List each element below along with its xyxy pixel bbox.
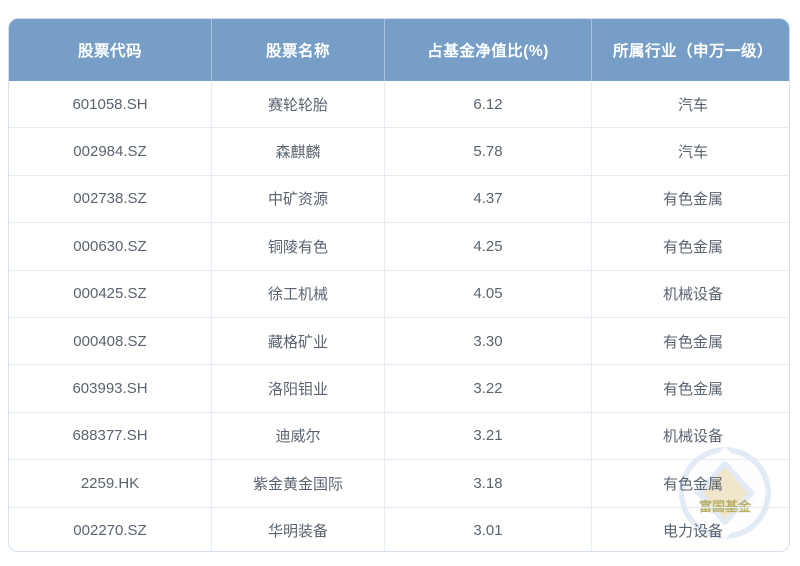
column-header-sector-label: 所属行业（申万一级） xyxy=(612,43,773,60)
holdings-table: 股票代码 股票名称 占基金净值比(%) 所属行业（申万一级） 601058.SH… xyxy=(9,19,789,551)
cell-name: 藏格矿业 xyxy=(211,317,385,366)
cell-sector: 有色金属 xyxy=(591,317,789,366)
cell-pct: 3.18 xyxy=(384,459,592,508)
cell-pct: 6.12 xyxy=(384,81,592,129)
cell-pct: 4.05 xyxy=(384,270,592,318)
cell-name: 森麒麟 xyxy=(211,127,385,176)
column-header-pct-label: 占基金净值比(%) xyxy=(427,43,549,60)
cell-pct: 4.25 xyxy=(384,222,592,271)
table-row[interactable]: 002270.SZ 华明装备 3.01 电力设备 xyxy=(9,507,789,551)
holdings-table-frame: 富国基金 股票代码 股票名称 占基金净值比(%) 所属行业（申万一级） xyxy=(8,18,790,552)
cell-sector: 电力设备 xyxy=(662,523,723,541)
column-header-code-label: 股票代码 xyxy=(77,43,142,60)
cell-name: 铜陵有色 xyxy=(211,222,385,271)
cell-code: 2259.HK xyxy=(9,459,212,508)
cell-pct: 3.22 xyxy=(384,364,592,413)
cell-name: 华明装备 xyxy=(211,507,385,551)
cell-name: 赛轮轮胎 xyxy=(211,81,385,129)
table-row[interactable]: 000408.SZ 藏格矿业 3.30 有色金属 xyxy=(9,317,789,366)
cell-sector: 机械设备 xyxy=(591,412,789,461)
cell-code: 000408.SZ xyxy=(9,317,212,366)
cell-code: 002984.SZ xyxy=(9,127,212,176)
cell-name: 中矿资源 xyxy=(211,175,385,224)
cell-name: 洛阳钼业 xyxy=(211,364,385,413)
table-row[interactable]: 000630.SZ 铜陵有色 4.25 有色金属 xyxy=(9,222,789,271)
cell-name: 徐工机械 xyxy=(211,270,385,318)
column-header-name-label: 股票名称 xyxy=(265,43,330,60)
table-row[interactable]: 688377.SH 迪威尔 3.21 机械设备 xyxy=(9,412,789,461)
cell-code: 002270.SZ xyxy=(9,507,212,551)
cell-sector: 有色金属 xyxy=(591,175,789,224)
cell-sector: 有色金属 xyxy=(591,222,789,271)
table-row[interactable]: 603993.SH 洛阳钼业 3.22 有色金属 xyxy=(9,364,789,413)
cell-pct: 5.78 xyxy=(384,127,592,176)
cell-pct: 3.01 xyxy=(384,507,592,551)
table-header: 股票代码 股票名称 占基金净值比(%) 所属行业（申万一级） xyxy=(9,19,789,81)
table-row[interactable]: 002984.SZ 森麒麟 5.78 汽车 xyxy=(9,127,789,176)
cell-sector: 汽车 xyxy=(591,81,789,129)
cell-code: 000425.SZ xyxy=(9,270,212,318)
cell-code: 603993.SH xyxy=(9,364,212,413)
cell-code: 002738.SZ xyxy=(9,175,212,224)
cell-code: 000630.SZ xyxy=(9,222,212,271)
cell-name: 紫金黄金国际 xyxy=(211,459,385,508)
cell-sector: 有色金属 xyxy=(591,459,789,508)
column-header-sector[interactable]: 所属行业（申万一级） xyxy=(591,19,789,81)
cell-pct: 3.30 xyxy=(384,317,592,366)
cell-pct: 3.21 xyxy=(384,412,592,461)
table-header-row: 股票代码 股票名称 占基金净值比(%) 所属行业（申万一级） xyxy=(9,19,789,81)
table-row[interactable]: 601058.SH 赛轮轮胎 6.12 汽车 xyxy=(9,81,789,129)
column-header-name[interactable]: 股票名称 xyxy=(211,19,385,81)
column-header-code[interactable]: 股票代码 xyxy=(9,19,212,81)
cell-sector: 有色金属 xyxy=(591,364,789,413)
table-row[interactable]: 2259.HK 紫金黄金国际 3.18 有色金属 xyxy=(9,459,789,508)
table-row[interactable]: 000425.SZ 徐工机械 4.05 机械设备 xyxy=(9,270,789,318)
table-row[interactable]: 002738.SZ 中矿资源 4.37 有色金属 xyxy=(9,175,789,224)
cell-sector: 汽车 xyxy=(591,127,789,176)
cell-code: 688377.SH xyxy=(9,412,212,461)
cell-name: 迪威尔 xyxy=(211,412,385,461)
cell-pct: 4.37 xyxy=(384,175,592,224)
cell-sector: 机械设备 xyxy=(591,270,789,318)
cell-code: 601058.SH xyxy=(9,81,212,129)
column-header-pct[interactable]: 占基金净值比(%) xyxy=(384,19,592,81)
table-body: 601058.SH 赛轮轮胎 6.12 汽车 002984.SZ 森麒麟 5.78 汽车 002… xyxy=(9,81,789,551)
